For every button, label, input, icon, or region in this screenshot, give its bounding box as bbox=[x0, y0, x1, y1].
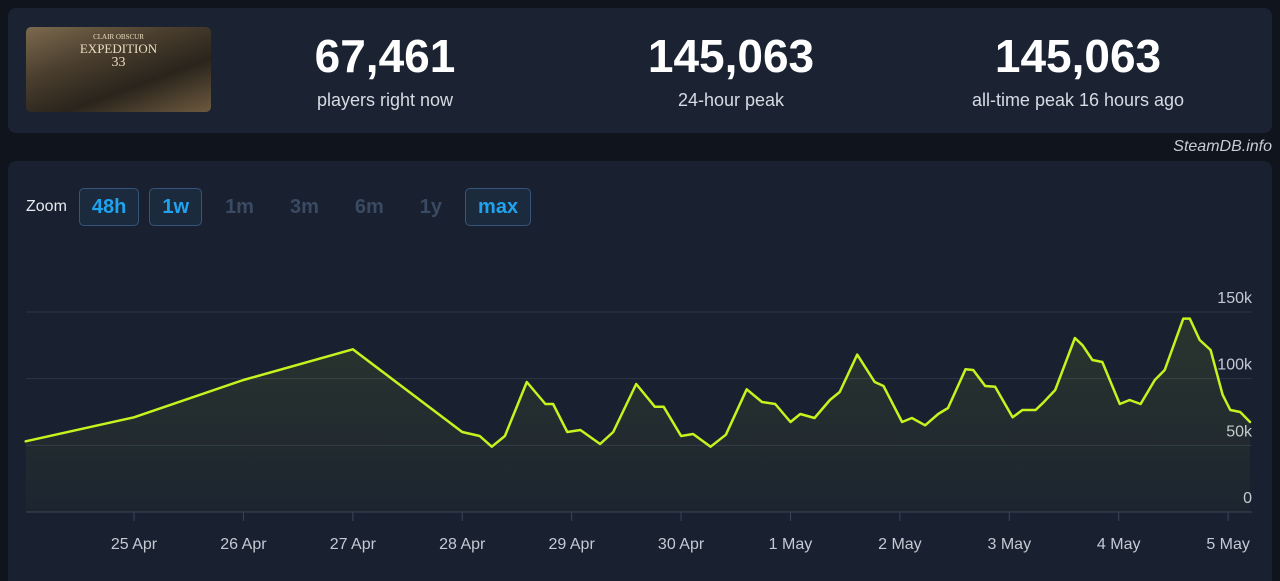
stat-label: players right now bbox=[316, 90, 454, 110]
zoom-button[interactable]: max bbox=[465, 188, 532, 226]
y-tick-label: 100k bbox=[1217, 357, 1253, 374]
zoom-button: 1y bbox=[419, 196, 443, 218]
image-subtitle: CLAIR OBSCUR bbox=[93, 33, 144, 41]
image-title: EXPEDITION bbox=[79, 41, 158, 56]
zoom-button: 6m bbox=[354, 196, 384, 218]
x-tick-label: 5 May bbox=[1206, 536, 1250, 553]
x-tick-label: 1 May bbox=[769, 536, 813, 553]
zoom-button: 1m bbox=[225, 196, 254, 218]
stat-value: 145,063 bbox=[994, 30, 1162, 82]
x-tick-label: 27 Apr bbox=[330, 536, 377, 553]
zoom-bar: Zoom 48h 1w 1m 3m 6m 1y max bbox=[26, 188, 533, 226]
game-image: CLAIR OBSCUR EXPEDITION 33 bbox=[26, 27, 211, 112]
x-tick-label: 30 Apr bbox=[658, 536, 705, 553]
zoom-button[interactable]: 1w bbox=[149, 188, 203, 226]
stat-value: 67,461 bbox=[314, 30, 456, 82]
stat: 145,063 all-time peak 16 hours ago bbox=[908, 28, 1248, 111]
x-tick-label: 28 Apr bbox=[439, 536, 486, 553]
line bbox=[24, 317, 1252, 448]
stat-label: 24-hour peak bbox=[677, 90, 785, 110]
stat-label: all-time peak 16 hours ago bbox=[971, 90, 1185, 110]
x-tick-label: 25 Apr bbox=[111, 536, 158, 553]
image-number: 33 bbox=[111, 55, 126, 70]
stat-value: 145,063 bbox=[647, 30, 815, 82]
zoom-label: Zoom bbox=[26, 198, 67, 215]
x-tick-label: 2 May bbox=[878, 536, 922, 553]
x-tick-label: 29 Apr bbox=[549, 536, 596, 553]
x-tick-label: 3 May bbox=[988, 536, 1032, 553]
x-tick-label: 4 May bbox=[1097, 536, 1141, 553]
summary-panel: CLAIR OBSCUR EXPEDITION 33 67,461 player… bbox=[8, 8, 1272, 133]
area-fill bbox=[25, 318, 1251, 512]
stat: 67,461 players right now bbox=[215, 28, 555, 111]
zoom-button: 3m bbox=[289, 196, 319, 218]
watermark: SteamDB.info bbox=[1173, 138, 1272, 155]
zoom-button[interactable]: 48h bbox=[78, 188, 140, 226]
x-tick-label: 26 Apr bbox=[220, 536, 267, 553]
y-tick-label: 150k bbox=[1217, 290, 1253, 307]
stat: 145,063 24-hour peak bbox=[561, 28, 901, 111]
